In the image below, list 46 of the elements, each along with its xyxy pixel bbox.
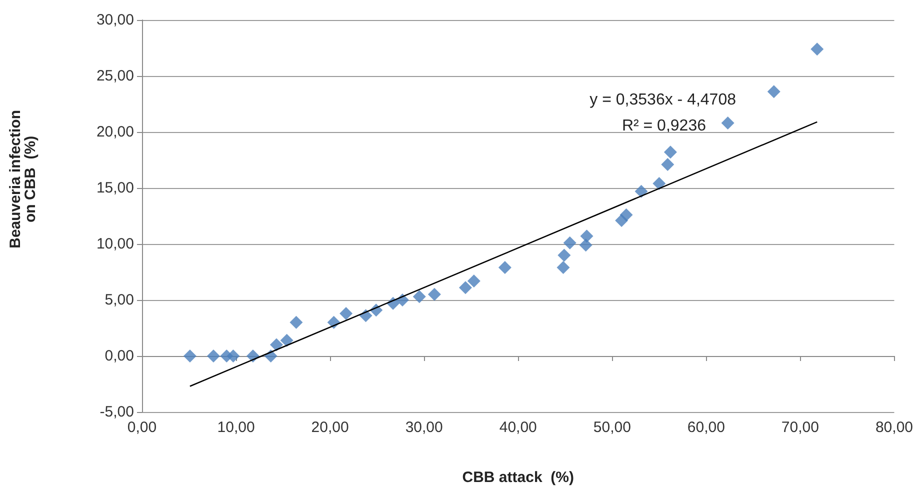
point	[580, 230, 594, 243]
point	[652, 177, 666, 190]
x-tick-label: 10,00	[217, 419, 255, 436]
point	[428, 288, 441, 301]
point	[558, 248, 571, 262]
x-tick-label: 70,00	[781, 419, 819, 436]
point	[206, 350, 220, 362]
y-tick-label: 30,00	[96, 12, 134, 28]
point	[563, 236, 576, 250]
y-tick-label: 0,00	[104, 348, 134, 364]
point	[579, 238, 592, 252]
point	[721, 116, 734, 130]
point	[664, 146, 677, 159]
point	[620, 208, 633, 222]
y-tick-label: 25,00	[96, 68, 134, 84]
x-tick-label: 40,00	[499, 419, 537, 436]
y-tick-label: -5,00	[100, 404, 134, 420]
point	[661, 158, 674, 171]
point	[767, 85, 780, 98]
y-tick-label: 20,00	[96, 124, 134, 140]
x-tick-label: 20,00	[311, 419, 349, 436]
point	[270, 338, 283, 352]
point	[458, 281, 472, 294]
point	[810, 42, 824, 56]
point	[226, 350, 240, 362]
y-tick-label: 15,00	[96, 180, 134, 196]
x-tick-label: 0,00	[127, 419, 157, 436]
point	[280, 334, 294, 347]
x-tick-label: 30,00	[405, 419, 443, 436]
x-tick-label: 80,00	[875, 419, 914, 436]
point	[498, 261, 512, 274]
point	[467, 274, 480, 288]
point	[340, 306, 353, 320]
y-tick-label: 10,00	[96, 236, 134, 252]
point	[412, 290, 426, 304]
y-axis-title: Beauveria infection on CBB (%)	[7, 110, 39, 248]
point	[556, 261, 570, 274]
y-tick-label: 5,00	[104, 292, 134, 308]
x-tick-label: 50,00	[593, 419, 631, 436]
x-tick-label: 60,00	[687, 419, 725, 436]
x-axis-title: CBB attack (%)	[462, 469, 574, 486]
point	[290, 316, 303, 329]
annotation: y = 0,3536x - 4,4708	[590, 92, 736, 108]
point	[183, 350, 196, 362]
point	[634, 184, 648, 198]
annotation: R² = 0,9236	[622, 118, 706, 134]
